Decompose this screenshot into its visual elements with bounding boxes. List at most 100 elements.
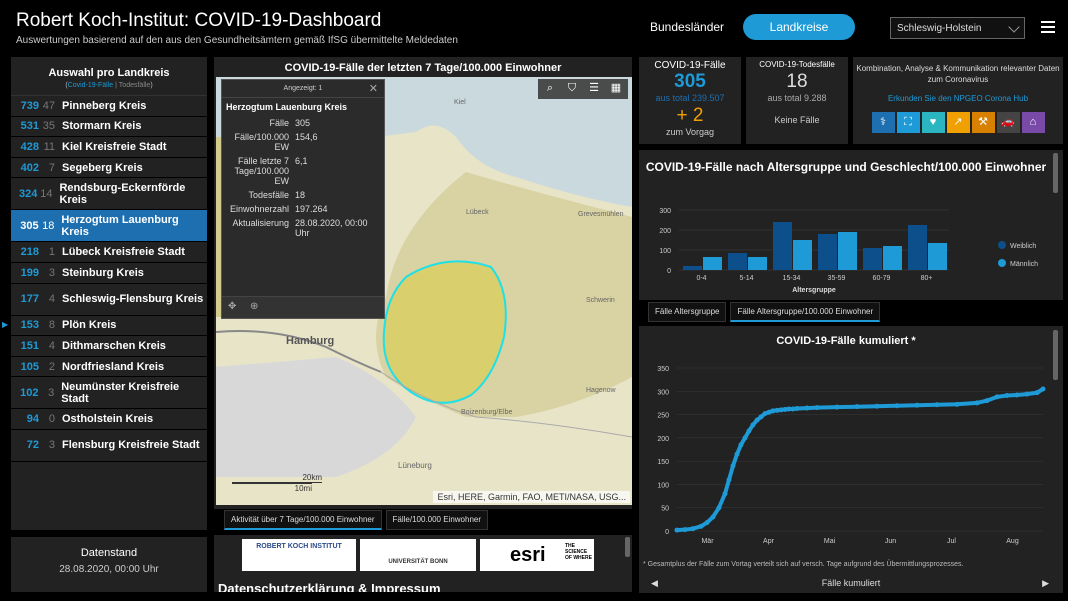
menu-icon[interactable] [1041,21,1055,36]
map-label-5: Hagenow [586,387,616,394]
esri-logo[interactable]: esri THE SCIENCE OF WHERE [480,539,594,571]
datenstand-value: 28.08.2020, 00:00 Uhr [59,564,159,575]
list-item-deaths: 18 [42,219,55,232]
bar-weiblich [818,234,837,270]
list-item[interactable]: 94 0 Ostholstein Kreis [11,409,207,430]
data-point [814,405,820,411]
popup-value: 197.264 [295,204,328,214]
list-item-cases: 105 [20,360,39,373]
esri-tagline: THE SCIENCE OF WHERE [565,543,592,561]
data-point [794,406,800,412]
x-tick-label: 60-79 [873,275,891,282]
close-icon[interactable]: ✕ [368,83,378,95]
list-item[interactable]: 151 4 Dithmarschen Kreis [11,336,207,357]
list-item-deaths: 3 [48,266,55,279]
list-icon[interactable]: ☰ [589,82,599,94]
tab-age-group[interactable]: Fälle Altersgruppe [648,302,727,322]
rki-logo[interactable]: ROBERT KOCH INSTITUT [242,539,356,571]
cum-chart-footer: ◀ Fälle kumuliert ▶ [639,574,1063,593]
x-tick-label: Mai [824,538,836,545]
list-item[interactable]: 324 14 Rendsburg-Eckernförde Kreis [11,178,207,211]
building-icon[interactable]: ⌂ [1021,112,1045,133]
kpi-cases-delta: + 2 [676,105,704,126]
x-tick-label: Jun [885,538,896,545]
hub-icon-1[interactable]: ⚕ [871,112,895,133]
list-item[interactable]: 199 3 Steinburg Kreis [11,263,207,284]
list-item[interactable]: 218 1 Lübeck Kreisfreie Stadt [11,242,207,263]
y-tick-label: 150 [657,459,669,466]
list-item[interactable]: 305 18 Herzogtum Lauenburg Kreis [11,210,207,243]
nav-bundeslaender[interactable]: Bundesländer [650,20,725,34]
privacy-link[interactable]: Datenschutzerklärung & Impressum [218,581,441,592]
list-item-name: Dithmarschen Kreis [62,339,166,352]
legend-label: Männlich [1010,261,1038,268]
cumulative-chart-panel: COVID-19-Fälle kumuliert * 0 50 100 150 200 2… [639,326,1063,593]
cum-chart-scrollbar[interactable] [1053,330,1058,380]
list-item[interactable]: 531 35 Stormarn Kreis [11,117,207,138]
legend-cases: Covid-19-Fälle [67,82,114,89]
data-point [786,406,792,412]
bookmark-icon[interactable]: ⛉ [567,82,577,94]
map-label-4: Schwerin [586,297,615,304]
search-icon[interactable]: ⌕ [546,82,554,94]
list-item[interactable]: 428 11 Kiel Kreisfreie Stadt [11,137,207,158]
list-item[interactable]: 72 3 Flensburg Kreisfreie Stadt [11,430,207,462]
tab-cases-per-100k[interactable]: Fälle/100.000 Einwohner [385,510,489,530]
list-item[interactable]: 153 8 Plön Kreis [11,316,207,337]
kpi-cases-value: 305 [674,71,706,92]
data-point [778,407,784,413]
tab-activity-7days[interactable]: Aktivität über 7 Tage/100.000 Einwohner [224,510,382,530]
legend-deaths: Todesfälle [118,82,151,89]
list-item[interactable]: 102 3 Neumünster Kreisfreie Stadt [11,377,207,410]
list-item[interactable]: 177 4 Schleswig-Flensburg Kreis [11,284,207,316]
data-point [894,403,900,409]
map-view[interactable]: Kiel Lübeck Grevesmühlen Hamburg Schweri… [216,77,632,505]
list-item[interactable]: 105 2 Nordfriesland Kreis [11,357,207,378]
popup-key: Aktualisierung [232,218,289,228]
kpi-cases: COVID-19-Fälle 305 aus total 239.507 + 2… [639,57,741,144]
hub-icon-5[interactable]: ⚒ [971,112,995,133]
kpi-deaths: COVID-19-Todesfälle 18 aus total 9.288 K… [746,57,848,144]
npgeo-hub-link[interactable]: Erkunden Sie den NPGEO Corona Hub [887,94,1029,103]
age-chart-tabs: Fälle Altersgruppe Fälle Altersgruppe/10… [648,302,881,322]
data-point [716,505,722,511]
data-point [1034,390,1040,396]
x-tick-label: 35-59 [828,275,846,282]
age-chart-scrollbar[interactable] [1053,153,1058,193]
zoom-to-icon[interactable]: ⊕ [250,301,259,312]
data-point [1040,386,1046,392]
map-toolbar: ⌕ ⛉ ☰ ▦ [538,79,628,99]
uni-bonn-logo-text: UNIVERSITÄT BONN [388,559,448,565]
y-tick-label: 100 [657,482,669,489]
hub-icon-2[interactable]: ⛶ [896,112,920,133]
bar-weiblich [773,222,792,270]
car-icon[interactable]: 🚗 [996,112,1020,133]
list-item-name: Pinneberg Kreis [62,99,147,112]
legend-swatch [998,259,1006,267]
basemap-gallery-icon[interactable]: ▦ [610,82,622,94]
list-item-deaths: 4 [48,293,55,306]
data-point [874,403,880,409]
popup-value: 154,6 [295,132,318,142]
nav-landkreise[interactable]: Landkreise [743,14,855,40]
tab-age-group-per-100k[interactable]: Fälle Altersgruppe/100.000 Einwohner [730,302,881,322]
heart-icon[interactable]: ♥ [921,112,945,133]
data-point [742,435,748,441]
next-arrow-icon[interactable]: ▶ [1042,578,1049,588]
kpi-cases-total: aus total 239.507 [655,93,725,103]
list-item[interactable]: 402 7 Segeberg Kreis [11,158,207,179]
move-icon[interactable]: ✥ [228,301,237,312]
chart-icon[interactable]: ↗ [946,112,970,133]
kpi-deaths-total: aus total 9.288 [767,93,827,103]
bar-männlich [928,243,947,270]
state-select[interactable]: Schleswig-Holstein [890,17,1025,39]
data-point [750,422,756,428]
logos-scrollbar[interactable] [625,537,630,557]
cum-chart-note: * Gesamtplus der Fälle zum Vortag vertei… [643,561,964,568]
uni-bonn-logo[interactable]: UNIVERSITÄT BONN [360,539,476,571]
data-point [974,400,980,406]
prev-arrow-icon[interactable]: ◀ [651,578,658,588]
expand-arrow-icon[interactable]: ▶ [2,320,9,329]
data-point [698,523,704,529]
list-item[interactable]: 739 47 Pinneberg Kreis [11,96,207,117]
